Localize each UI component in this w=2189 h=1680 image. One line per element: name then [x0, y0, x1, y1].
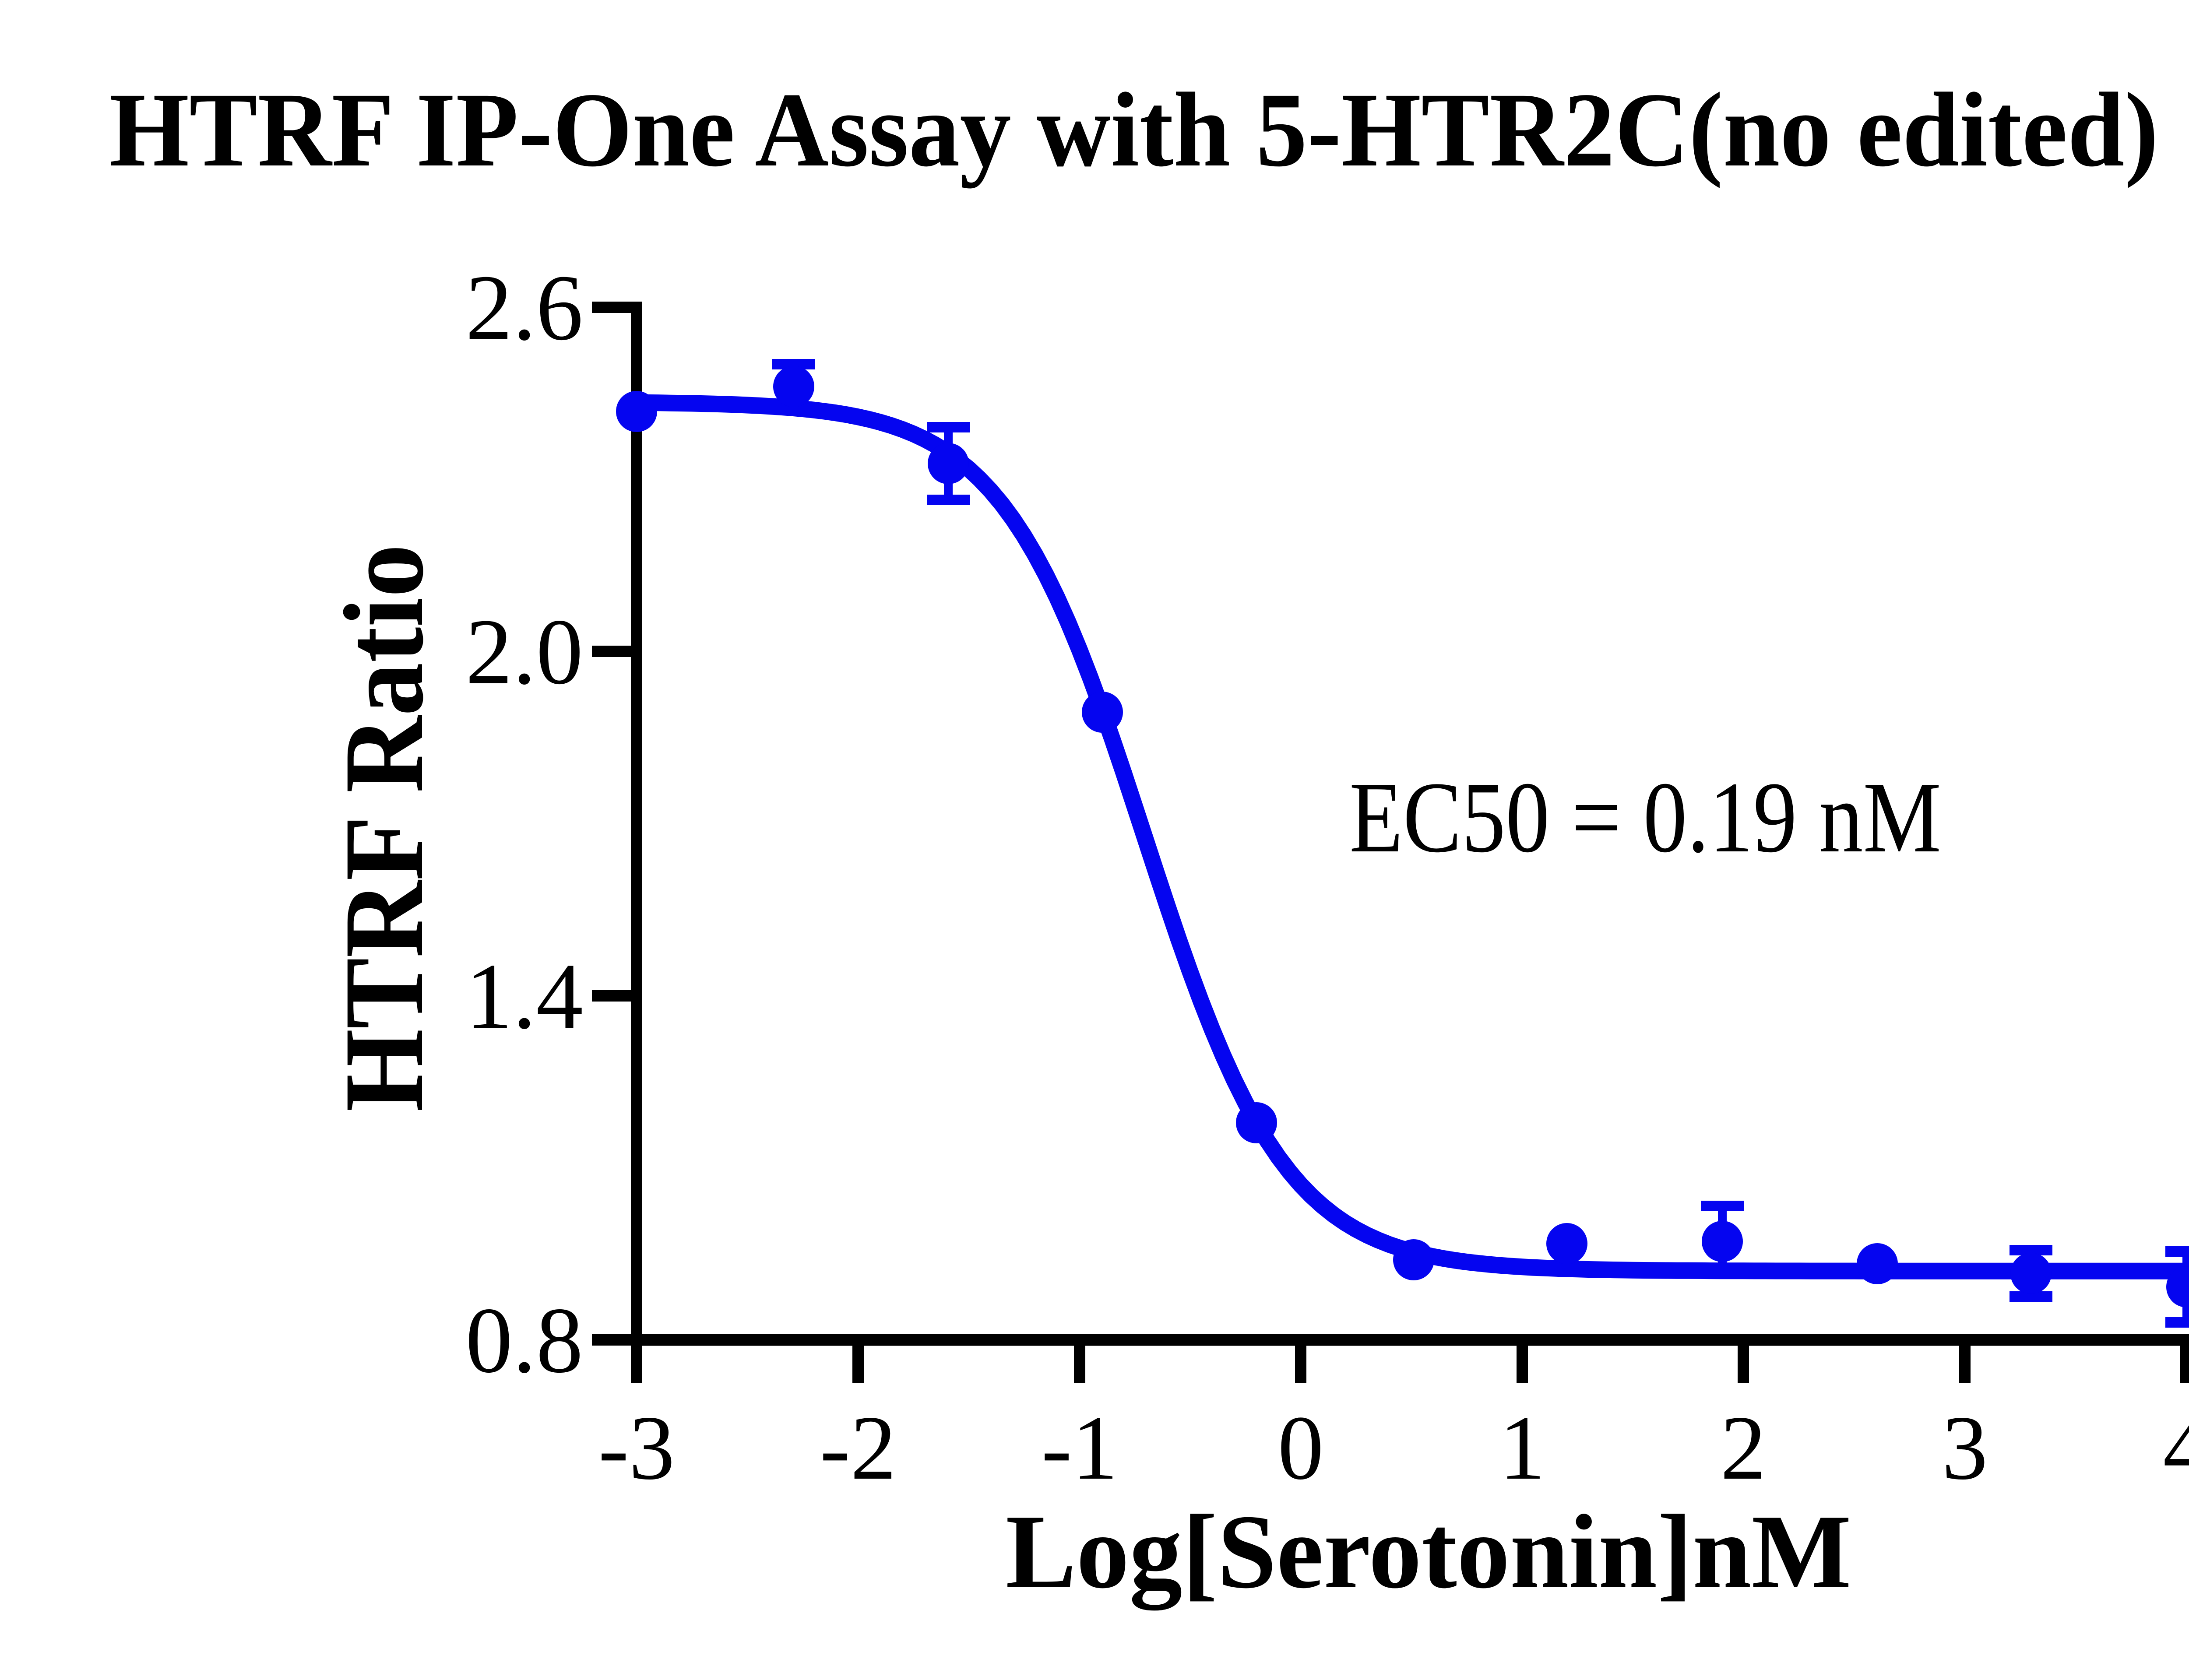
svg-text:1: 1: [1499, 1397, 1545, 1499]
svg-text:-3: -3: [598, 1397, 675, 1499]
svg-text:2.0: 2.0: [465, 599, 583, 704]
svg-text:4: 4: [2163, 1397, 2189, 1499]
svg-text:EC50 = 0.19 nM: EC50 = 0.19 nM: [1349, 761, 1941, 874]
svg-text:-2: -2: [820, 1397, 897, 1499]
svg-text:HTRF Ratio: HTRF Ratio: [321, 544, 447, 1112]
svg-text:0: 0: [1278, 1397, 1324, 1499]
svg-text:Log[Serotonin]nM: Log[Serotonin]nM: [1006, 1493, 1851, 1610]
svg-text:2.6: 2.6: [465, 255, 583, 360]
svg-text:1.4: 1.4: [465, 944, 583, 1048]
svg-text:HTRF IP-One Assay with 5-HTR2C: HTRF IP-One Assay with 5-HTR2C(no edited…: [109, 70, 2189, 189]
svg-text:3: 3: [1942, 1397, 1988, 1499]
svg-text:0.8: 0.8: [465, 1288, 583, 1392]
svg-text:2: 2: [1721, 1397, 1767, 1499]
svg-text:-1: -1: [1042, 1397, 1118, 1499]
